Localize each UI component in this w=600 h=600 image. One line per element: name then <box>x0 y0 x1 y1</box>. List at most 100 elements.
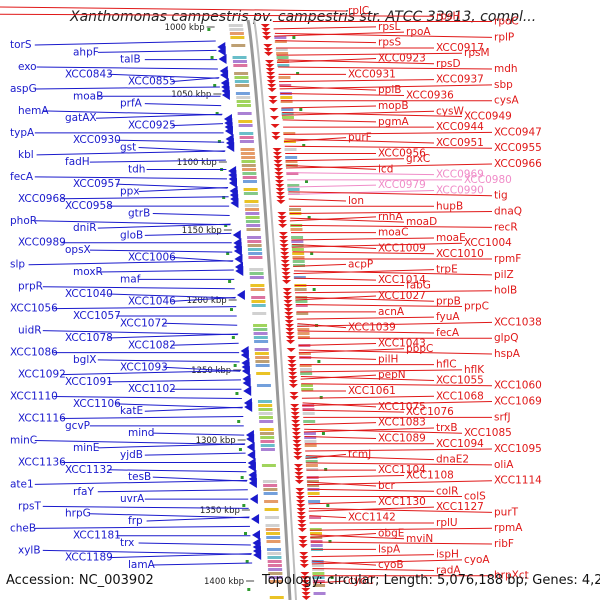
feature-strip <box>284 148 297 151</box>
gene-label-leader <box>89 159 226 163</box>
gene-label-leader <box>277 59 435 65</box>
gene-label-left: XCC1072 <box>120 317 168 329</box>
feature-strip <box>311 564 324 567</box>
gene-label-leader <box>293 263 347 267</box>
gene-label-right: hupB <box>436 200 463 212</box>
gene-label-right: XCC0949 <box>464 111 512 123</box>
gene-arrow-right-strand <box>296 500 306 504</box>
gene-label-leader <box>61 416 244 420</box>
gene-arrow-left-strand <box>244 402 253 412</box>
gene-label-leader <box>287 184 377 188</box>
feature-strip <box>297 336 310 339</box>
feature-strip <box>297 332 310 335</box>
gene-arrow-right-strand <box>266 72 276 76</box>
gene-label-left: gst <box>120 142 136 154</box>
feature-strip <box>309 528 322 531</box>
gene-label-leader <box>0 6 347 12</box>
feature-strip <box>279 84 292 87</box>
feature-strip <box>289 208 302 211</box>
gene-arrow-right-strand <box>266 76 276 80</box>
gc-marker <box>210 56 214 59</box>
gene-arrow-right-strand <box>282 280 292 284</box>
gene-arrow-right-strand <box>296 504 306 508</box>
feature-strip <box>260 436 275 439</box>
feature-strip <box>265 524 280 527</box>
gene-label-right: moaD <box>406 216 437 228</box>
feature-strip <box>252 312 267 315</box>
gene-label-left: hemA <box>18 105 49 117</box>
gene-label-leader <box>284 145 493 149</box>
gene-label-leader <box>277 58 377 63</box>
feature-strip <box>264 508 279 511</box>
gene-label-leader <box>291 237 435 241</box>
gene-arrow-right-strand <box>277 220 287 224</box>
gene-label-right: XCC0956 <box>378 148 426 160</box>
gene-label-left: moxR <box>73 266 103 278</box>
gene-arrow-right-strand <box>301 596 311 600</box>
gc-marker <box>296 72 300 75</box>
gene-label-right: colS <box>464 491 486 503</box>
gene-label-leader <box>281 110 435 116</box>
gene-label-right: XCC1069 <box>494 396 542 408</box>
gene-label-right: XCC0937 <box>436 74 484 86</box>
gene-label-right: moaC <box>378 227 408 239</box>
feature-strip <box>244 200 259 203</box>
gene-label-leader <box>290 217 405 223</box>
gene-label-right: rpoC <box>494 16 519 28</box>
gene-arrow-left-strand <box>246 442 255 452</box>
feature-strip <box>266 540 281 543</box>
gene-label-right: icd <box>378 163 393 175</box>
gene-label-right: cyoB <box>378 559 404 571</box>
feature-strip <box>259 432 274 435</box>
feature-strip <box>238 124 253 127</box>
feature-strip <box>254 340 269 343</box>
genome-backbone-inner <box>253 19 297 600</box>
gene-label-left: ahpF <box>73 46 99 58</box>
gene-label-leader <box>289 216 377 222</box>
gene-label-right: XCC1130 <box>378 496 426 508</box>
gene-label-leader <box>286 164 377 170</box>
feature-strip <box>241 164 256 167</box>
gene-arrow-right-strand <box>290 404 300 408</box>
feature-strip <box>275 48 288 51</box>
gene-label-right: purF <box>348 132 372 144</box>
gene-arrow-left-strand <box>247 462 256 472</box>
feature-strip <box>251 304 266 307</box>
gene-arrow-left-strand <box>217 46 226 56</box>
gene-label-right: hspA <box>494 348 521 360</box>
gene-label-right: rpsM <box>464 47 490 59</box>
feature-strip <box>248 252 263 255</box>
feature-strip <box>267 552 282 555</box>
gc-marker <box>304 180 308 183</box>
gene-label-right: srfJ <box>494 411 511 423</box>
gene-label-right: XCC0990 <box>436 184 484 196</box>
feature-strip <box>263 484 278 487</box>
feature-strip <box>280 96 293 99</box>
gene-label-right: cyoA <box>464 554 490 566</box>
gene-label-leader <box>152 432 245 436</box>
feature-strip <box>281 112 294 115</box>
gene-label-right: rplP <box>494 31 514 43</box>
feature-strip <box>310 544 323 547</box>
gene-label-left: talB <box>120 54 141 66</box>
gene-label-right: hflC <box>436 359 457 371</box>
feature-strip <box>245 220 260 223</box>
feature-strip <box>243 192 258 195</box>
feature-strip <box>246 228 261 231</box>
gene-arrow-right-strand <box>268 96 278 100</box>
genome-backbone <box>246 19 292 600</box>
gene-label-left: tdh <box>128 164 145 176</box>
feature-strip <box>258 412 273 415</box>
gene-label-leader <box>295 290 493 294</box>
gene-label-left: XCC1093 <box>120 361 168 373</box>
gene-label-left: XCC1189 <box>65 552 113 564</box>
gene-label-right: grxC <box>406 153 430 165</box>
gene-label-right: trxB <box>436 422 458 434</box>
gene-arrow-right-strand <box>298 540 308 544</box>
gene-label-leader <box>298 343 377 346</box>
gene-label-leader <box>304 428 463 434</box>
feature-strip <box>253 324 268 327</box>
gene-label-leader <box>108 469 247 473</box>
feature-strip <box>253 336 268 339</box>
gc-marker <box>242 504 246 507</box>
